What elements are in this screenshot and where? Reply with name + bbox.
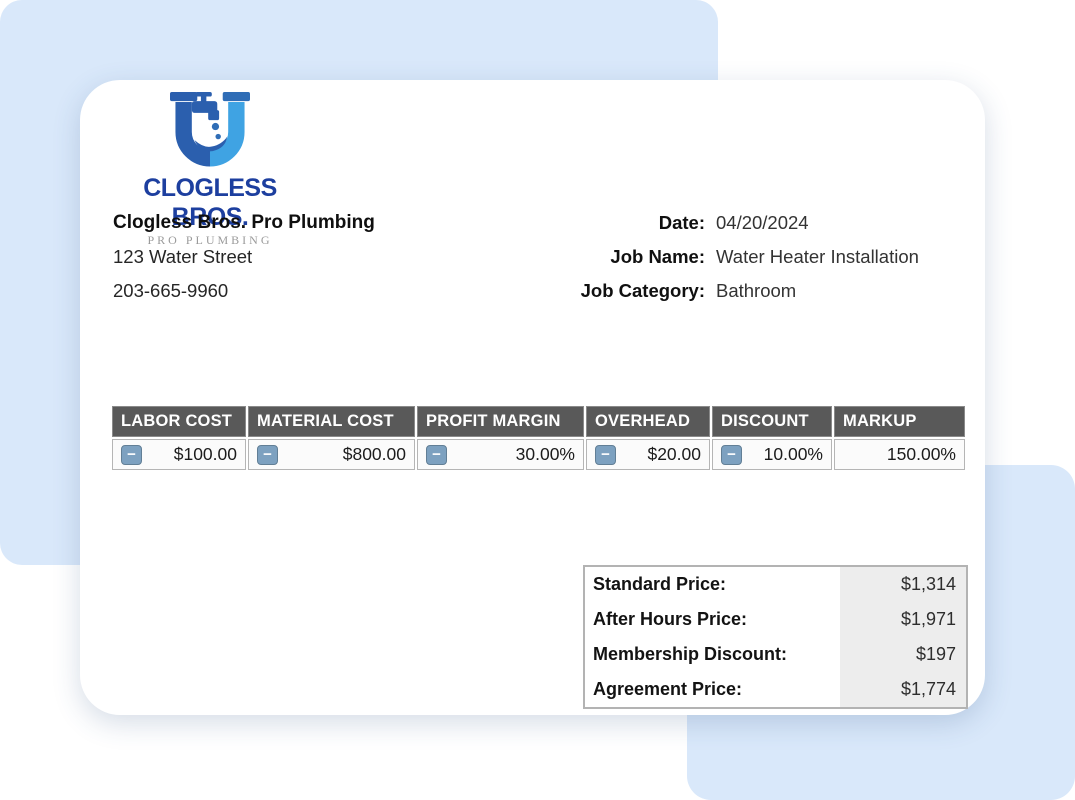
job-category-value: Bathroom bbox=[716, 280, 797, 301]
overhead-value: $20.00 bbox=[647, 444, 701, 464]
job-date-label: Date: bbox=[658, 212, 705, 233]
col-markup: MARKUP bbox=[834, 406, 965, 437]
job-details: Date: 04/20/2024 Job Name: Water Heater … bbox=[380, 206, 965, 308]
pipe-faucet-icon bbox=[170, 92, 250, 167]
membership-discount-value: $197 bbox=[840, 637, 967, 672]
cost-table-value-row: − $100.00 − $800.00 − 30.00% − $20.00 − bbox=[112, 439, 965, 470]
standard-price-label: Standard Price: bbox=[584, 566, 840, 602]
col-material-cost: MATERIAL COST bbox=[248, 406, 415, 437]
membership-discount-label: Membership Discount: bbox=[584, 637, 840, 672]
summary-row: Standard Price: $1,314 bbox=[584, 566, 967, 602]
col-overhead: OVERHEAD bbox=[586, 406, 710, 437]
material-decrement-button[interactable]: − bbox=[257, 444, 278, 465]
logo-brand-text: CLOGLESS BROS. bbox=[143, 174, 277, 231]
summary-row: Agreement Price: $1,774 bbox=[584, 672, 967, 708]
job-name-value: Water Heater Installation bbox=[716, 246, 919, 267]
standard-price-value: $1,314 bbox=[840, 566, 967, 602]
labor-decrement-button[interactable]: − bbox=[121, 444, 142, 465]
company-info: Clogless Bros. Pro Plumbing 123 Water St… bbox=[113, 206, 375, 308]
price-summary-table: Standard Price: $1,314 After Hours Price… bbox=[583, 565, 968, 709]
col-profit-margin: PROFIT MARGIN bbox=[417, 406, 584, 437]
job-category-label: Job Category: bbox=[580, 280, 705, 301]
cost-table: LABOR COST MATERIAL COST PROFIT MARGIN O… bbox=[110, 404, 967, 472]
company-name: Clogless Bros. Pro Plumbing bbox=[113, 212, 375, 233]
job-name-label: Job Name: bbox=[610, 246, 705, 267]
company-phone: 203-665-9960 bbox=[113, 280, 229, 301]
material-cost-value: $800.00 bbox=[342, 444, 406, 464]
logo-tagline-text: PRO PLUMBING bbox=[147, 233, 273, 247]
summary-row: Membership Discount: $197 bbox=[584, 637, 967, 672]
labor-cost-value: $100.00 bbox=[173, 444, 237, 464]
markup-value: 150.00% bbox=[886, 444, 956, 464]
discount-decrement-button[interactable]: − bbox=[721, 444, 742, 465]
profit-decrement-button[interactable]: − bbox=[426, 444, 447, 465]
company-logo: CLOGLESS BROS. PRO PLUMBING bbox=[110, 92, 310, 248]
col-discount: DISCOUNT bbox=[712, 406, 832, 437]
discount-value: 10.00% bbox=[763, 444, 823, 464]
agreement-price-value: $1,774 bbox=[840, 672, 967, 708]
profit-margin-value: 30.00% bbox=[515, 444, 575, 464]
cost-table-header-row: LABOR COST MATERIAL COST PROFIT MARGIN O… bbox=[112, 406, 965, 437]
company-address: 123 Water Street bbox=[113, 246, 253, 267]
after-hours-price-value: $1,971 bbox=[840, 602, 967, 637]
agreement-price-label: Agreement Price: bbox=[584, 672, 840, 708]
overhead-decrement-button[interactable]: − bbox=[595, 444, 616, 465]
after-hours-price-label: After Hours Price: bbox=[584, 602, 840, 637]
job-date-value: 04/20/2024 bbox=[716, 212, 809, 233]
summary-row: After Hours Price: $1,971 bbox=[584, 602, 967, 637]
col-labor-cost: LABOR COST bbox=[112, 406, 246, 437]
pricing-card: CLOGLESS BROS. PRO PLUMBING Clogless Bro… bbox=[80, 80, 985, 715]
